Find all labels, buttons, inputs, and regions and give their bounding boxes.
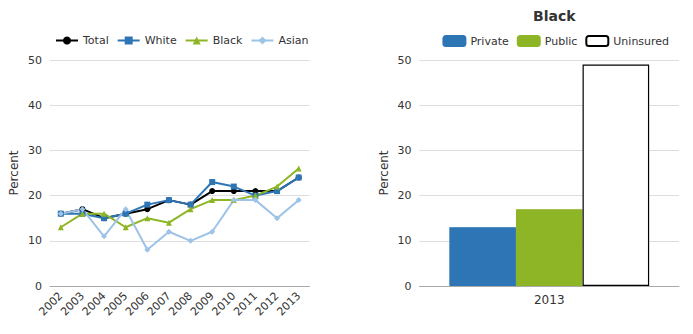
svg-text:2008: 2008 <box>166 289 195 318</box>
svg-text:2003: 2003 <box>58 289 87 318</box>
svg-text:2005: 2005 <box>101 289 130 318</box>
svg-text:2009: 2009 <box>188 289 217 318</box>
svg-text:2002: 2002 <box>36 289 65 318</box>
svg-text:2007: 2007 <box>145 289 174 318</box>
svg-text:Total: Total <box>82 34 109 47</box>
svg-text:Private: Private <box>470 35 509 48</box>
svg-text:Percent: Percent <box>377 150 391 195</box>
svg-text:0: 0 <box>405 280 412 293</box>
svg-text:20: 20 <box>398 189 412 202</box>
svg-text:50: 50 <box>28 54 42 67</box>
svg-text:0: 0 <box>35 280 42 293</box>
svg-text:40: 40 <box>28 99 42 112</box>
svg-text:2011: 2011 <box>231 289 260 318</box>
svg-text:2010: 2010 <box>209 289 238 318</box>
svg-text:White: White <box>145 34 177 47</box>
svg-text:10: 10 <box>398 234 412 247</box>
svg-text:Asian: Asian <box>278 34 308 47</box>
svg-text:20: 20 <box>28 189 42 202</box>
svg-text:2006: 2006 <box>123 289 152 318</box>
svg-text:50: 50 <box>398 54 412 67</box>
svg-text:Public: Public <box>545 35 578 48</box>
svg-text:Uninsured: Uninsured <box>613 35 669 48</box>
svg-text:2012: 2012 <box>253 289 282 318</box>
svg-text:30: 30 <box>398 144 412 157</box>
svg-text:40: 40 <box>398 99 412 112</box>
svg-text:2004: 2004 <box>80 289 109 318</box>
svg-text:Black: Black <box>533 8 576 24</box>
svg-text:30: 30 <box>28 144 42 157</box>
svg-text:10: 10 <box>28 234 42 247</box>
svg-text:2013: 2013 <box>534 293 565 307</box>
svg-text:Percent: Percent <box>7 150 21 195</box>
svg-text:Black: Black <box>213 34 243 47</box>
svg-text:2013: 2013 <box>274 289 303 318</box>
